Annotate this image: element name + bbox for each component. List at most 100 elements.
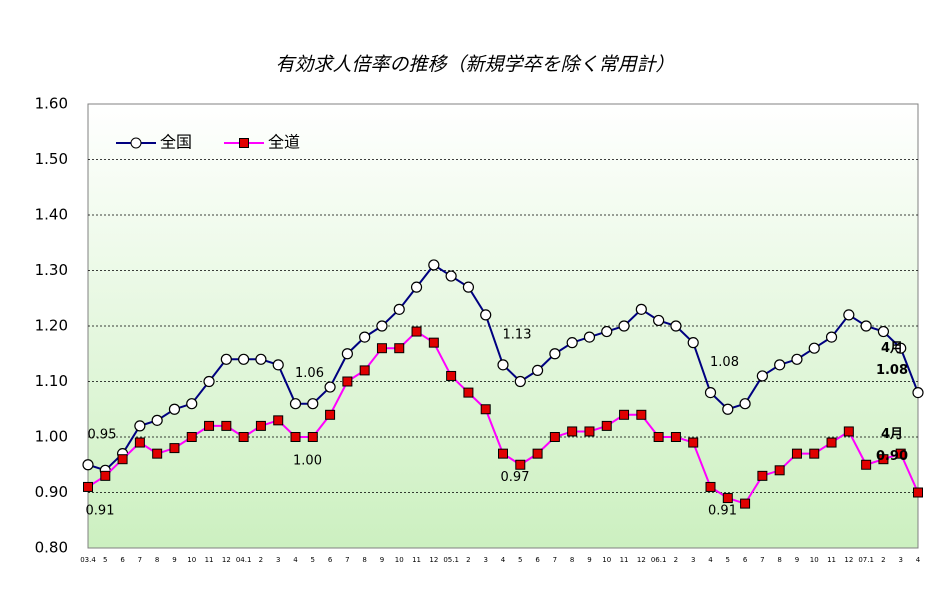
x-tick-label: 5 xyxy=(311,556,315,564)
x-tick-label: 2 xyxy=(674,556,678,564)
data-point xyxy=(584,426,595,437)
data-point xyxy=(307,398,319,410)
x-tick-label: 9 xyxy=(587,556,591,564)
data-point xyxy=(220,353,232,365)
data-point xyxy=(774,465,785,476)
data-point xyxy=(618,320,630,332)
data-point xyxy=(238,432,249,442)
data-point xyxy=(567,426,578,437)
data-point xyxy=(498,448,508,459)
x-tick-label: 12 xyxy=(429,556,438,564)
data-point xyxy=(705,481,716,492)
data-point xyxy=(204,420,215,431)
legend-marker xyxy=(239,138,249,148)
data-point xyxy=(273,415,284,426)
y-tick-label: 1.50 xyxy=(35,150,68,168)
data-point xyxy=(186,398,198,410)
x-tick-label: 9 xyxy=(172,556,176,564)
data-label: 1.00 xyxy=(293,454,322,469)
data-point xyxy=(152,448,163,459)
data-point xyxy=(878,454,889,465)
data-point xyxy=(376,343,387,354)
data-point xyxy=(497,359,509,371)
x-tick-label: 6 xyxy=(535,556,540,564)
data-point xyxy=(428,259,440,271)
data-point xyxy=(549,432,560,442)
data-point xyxy=(515,459,526,470)
data-point xyxy=(687,337,699,349)
data-point xyxy=(394,343,405,354)
data-point xyxy=(446,370,457,381)
y-tick-label: 1.30 xyxy=(35,261,68,279)
x-tick-label: 3 xyxy=(276,556,280,564)
data-label: 0.90 xyxy=(876,449,908,464)
data-point xyxy=(843,426,854,437)
data-point xyxy=(238,353,250,365)
data-label: 0.97 xyxy=(501,470,530,485)
x-tick-label: 11 xyxy=(412,556,421,564)
data-point xyxy=(151,414,163,426)
data-point xyxy=(82,459,94,471)
x-tick-label: 10 xyxy=(810,556,819,564)
data-point xyxy=(83,481,93,492)
data-point xyxy=(100,470,111,481)
x-tick-label: 9 xyxy=(380,556,384,564)
data-point xyxy=(670,320,682,332)
data-point xyxy=(653,314,665,327)
data-point xyxy=(895,342,907,354)
data-point xyxy=(549,348,561,360)
y-tick-label: 0.90 xyxy=(35,483,68,501)
data-point xyxy=(255,420,266,431)
data-point xyxy=(376,320,388,332)
data-point xyxy=(774,359,786,371)
data-point xyxy=(722,403,734,415)
x-tick-label: 11 xyxy=(205,556,214,564)
data-point xyxy=(808,342,820,354)
x-tick-label: 4 xyxy=(708,556,713,564)
data-point xyxy=(514,375,526,388)
y-tick-label: 1.60 xyxy=(35,95,68,113)
x-tick-label: 7 xyxy=(345,556,349,564)
data-label: 0.95 xyxy=(88,427,117,442)
legend-label: 全道 xyxy=(268,133,300,152)
data-label: 1.13 xyxy=(503,327,532,342)
x-tick-label: 6 xyxy=(743,556,748,564)
data-point xyxy=(860,320,872,332)
data-point xyxy=(619,409,630,420)
x-tick-label: 10 xyxy=(602,556,611,564)
data-point xyxy=(480,309,492,321)
data-point xyxy=(255,353,267,365)
x-tick-label: 11 xyxy=(827,556,836,564)
x-tick-label: 12 xyxy=(844,556,853,564)
data-point xyxy=(877,325,890,338)
x-tick-label: 04.1 xyxy=(236,556,252,564)
data-point xyxy=(826,437,837,448)
data-point xyxy=(583,331,596,343)
y-tick-label: 1.40 xyxy=(35,206,68,224)
y-tick-label: 1.00 xyxy=(35,428,68,446)
x-tick-label: 8 xyxy=(777,556,781,564)
data-point xyxy=(861,459,872,470)
data-point xyxy=(168,403,181,415)
annotation: 4月 xyxy=(881,427,903,442)
data-point xyxy=(359,331,371,343)
x-tick-label: 5 xyxy=(518,556,522,564)
x-tick-label: 6 xyxy=(120,556,125,564)
data-point xyxy=(342,376,353,387)
data-point xyxy=(393,303,405,315)
data-point xyxy=(601,420,612,431)
data-point xyxy=(601,325,613,338)
data-point xyxy=(670,432,681,442)
x-tick-label: 5 xyxy=(726,556,730,564)
data-label: 0.91 xyxy=(86,503,115,518)
data-point xyxy=(704,387,717,399)
data-point xyxy=(169,443,180,454)
chart-title: 有効求人倍率の推移（新規学卒を除く常用計） xyxy=(275,54,674,76)
data-point xyxy=(324,381,336,393)
data-point xyxy=(134,420,146,432)
y-tick-label: 0.80 xyxy=(35,539,68,557)
data-point xyxy=(463,387,474,398)
data-point xyxy=(410,281,423,293)
x-tick-label: 12 xyxy=(637,556,646,564)
